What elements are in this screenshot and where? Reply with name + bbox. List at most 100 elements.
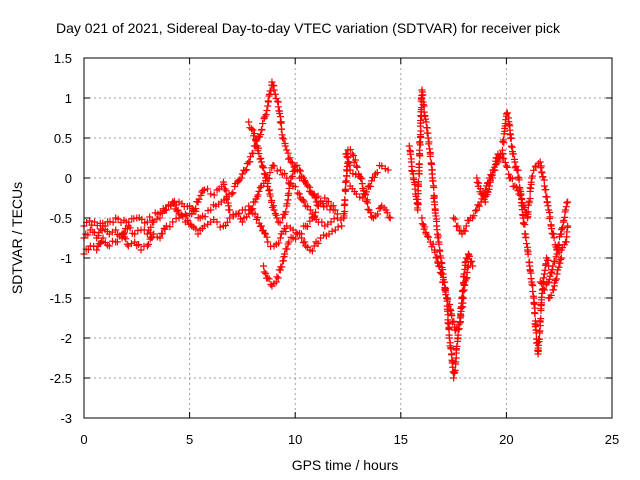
data-point [84,231,92,239]
data-point [303,222,311,230]
data-point [357,174,365,182]
data-point [195,195,203,203]
data-point [216,223,224,231]
data-point [235,209,243,217]
data-point [502,110,510,118]
data-point [563,199,571,207]
data-point [101,222,109,230]
data-point [526,195,534,203]
data-point [417,119,425,127]
data-point [144,240,152,248]
data-point [494,150,502,158]
data-point [362,188,370,196]
series-track-k [536,222,572,302]
data-point [262,111,270,119]
data-point [266,192,274,200]
data-point [84,246,92,254]
data-point [368,177,376,185]
data-point [563,228,571,236]
data-point [500,154,508,162]
data-point [255,187,263,195]
data-point [345,161,353,169]
data-point [197,191,205,199]
data-point [445,334,453,342]
data-point [374,210,382,218]
data-point [93,246,101,254]
data-point [130,215,138,223]
data-point [419,91,427,99]
data-point [274,218,282,226]
data-point [541,266,549,274]
series-track-c [80,78,337,230]
data-point [207,206,215,214]
data-point [512,162,520,170]
data-point [453,342,461,350]
data-point [276,166,284,174]
data-point [327,218,335,226]
data-point [528,280,536,288]
series-track-d [245,118,320,227]
data-point [356,193,364,201]
data-point [554,242,562,250]
data-point [384,166,392,174]
data-point [378,162,386,170]
data-point [271,210,279,218]
data-point [255,150,263,158]
data-point [436,247,444,255]
data-point [507,142,515,150]
data-point [472,207,480,215]
data-point [433,253,441,261]
data-point [368,213,376,221]
y-tick-label: -2 [60,331,72,346]
data-point [265,275,273,283]
data-point [272,94,280,102]
data-point [294,189,302,197]
data-point [99,234,107,242]
data-point [524,208,532,216]
data-point [564,222,572,230]
data-point [311,194,319,202]
data-point [279,134,287,142]
data-point [507,134,515,142]
data-point [564,198,572,206]
series-track-j [473,150,572,254]
x-axis-label: GPS time / hours [292,457,399,473]
data-point [528,172,536,180]
data-point [213,218,221,226]
y-axis-label: SDTVAR / TECUs [9,182,25,294]
data-point [550,234,558,242]
series-track-b [80,194,341,258]
data-point [549,262,557,270]
data-point [426,145,434,153]
series-track-e [260,222,346,290]
data-point [352,190,360,198]
data-point [522,233,530,241]
data-point [370,173,378,181]
data-point [499,138,507,146]
data-point [174,206,182,214]
data-point [432,254,440,262]
data-point [279,214,287,222]
data-point [264,179,272,187]
data-point [285,238,293,246]
data-point [540,182,548,190]
data-point [265,98,273,106]
data-point [181,210,189,218]
data-point [542,186,550,194]
data-point [143,230,151,238]
data-point [314,202,322,210]
data-point [237,174,245,182]
data-point [505,120,513,128]
data-point [320,203,328,211]
data-point [283,146,291,154]
data-point [531,163,539,171]
data-point [287,174,295,182]
data-point [125,218,133,226]
data-point [192,225,200,233]
data-point [245,202,253,210]
data-point [278,263,286,271]
data-point [475,179,483,187]
data-point [444,295,452,303]
data-point [540,286,548,294]
data-point [207,190,215,198]
